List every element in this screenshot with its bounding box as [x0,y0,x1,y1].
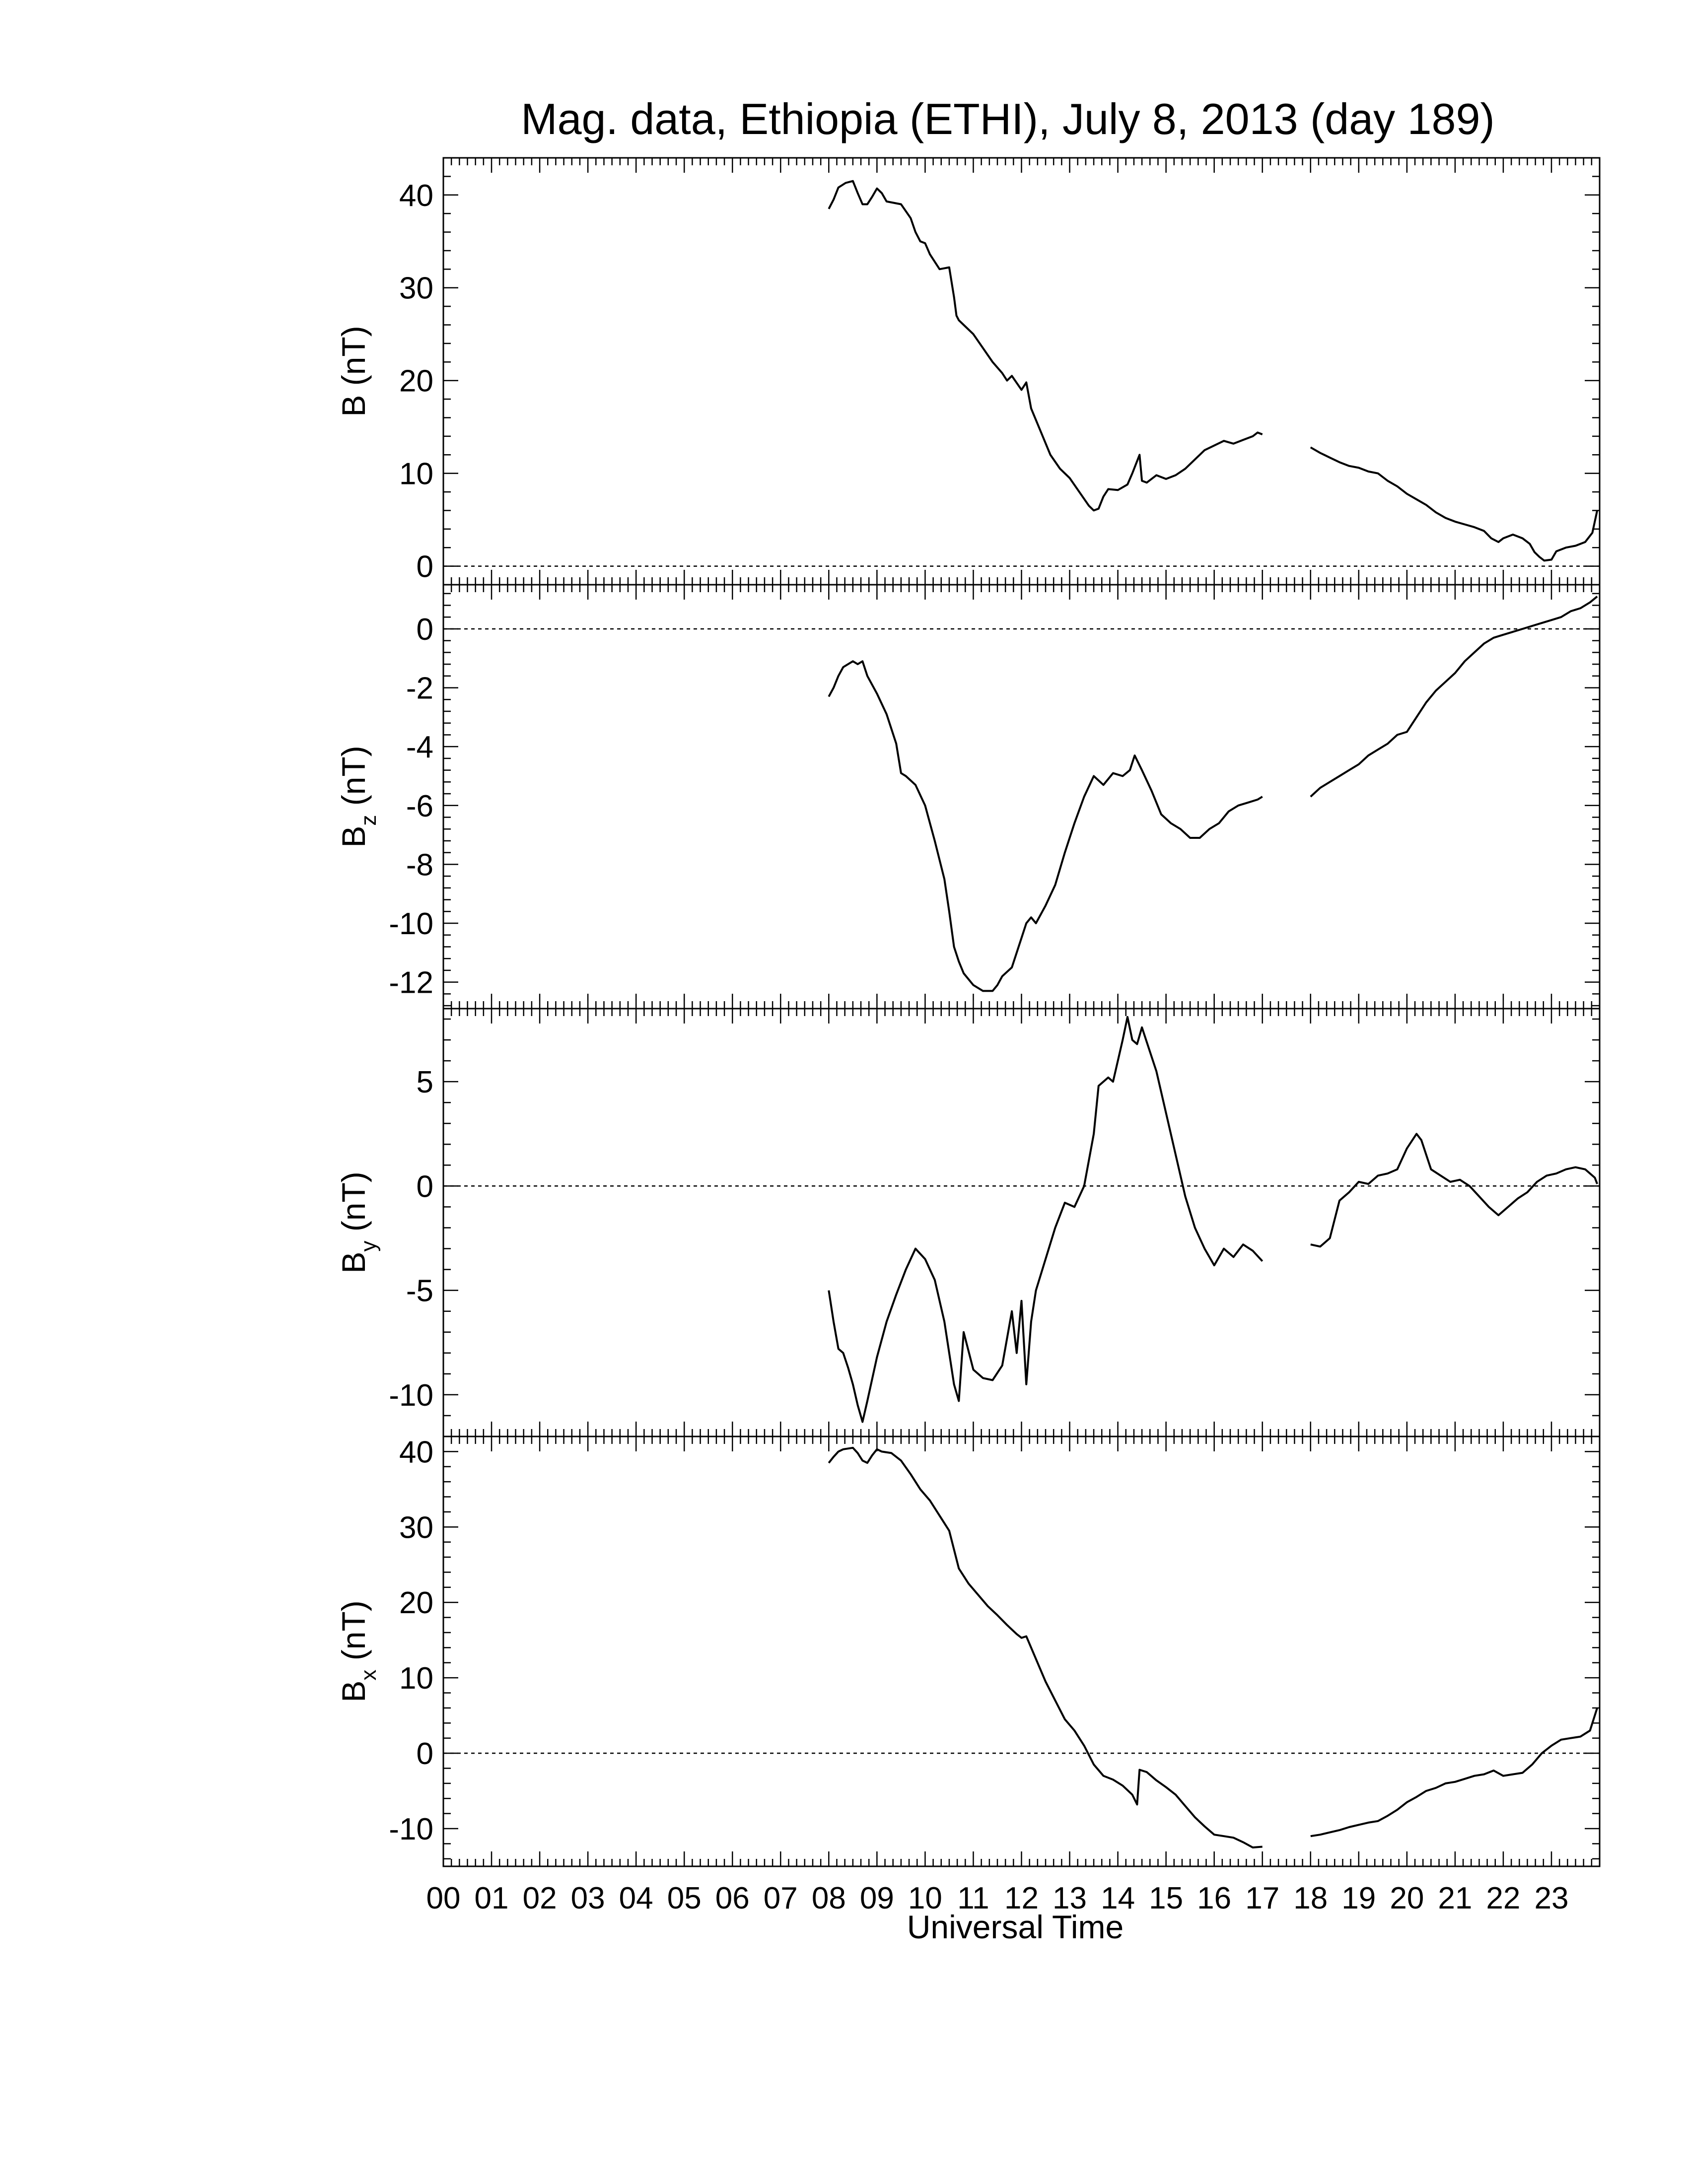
y-tick-label-B: 40 [399,179,433,213]
chart-title: Mag. data, Ethiopia (ETHI), July 8, 2013… [521,94,1494,143]
y-tick-label-Bz: 0 [417,613,433,647]
y-axis-label-main: B [335,826,372,848]
x-tick-label: 22 [1486,1881,1520,1915]
y-tick-label-Bz: -12 [389,966,433,1000]
y-tick-label-Bz: -10 [389,907,433,941]
panels: 0 10 20 30 40 B (nT) 0 -2 -4 -6 -8 -10 -12 Bz (nT) 5 0 -… [335,157,1601,1867]
y-tick-label-By: 0 [417,1169,433,1204]
y-axis-label-sub: x [356,1670,381,1681]
y-tick-label-By: 5 [417,1065,433,1099]
x-tick-label: 09 [860,1881,894,1915]
x-tick-label: 21 [1438,1881,1472,1915]
y-axis-label-unit: (nT) [335,1600,372,1669]
y-tick-label-Bx: 30 [399,1510,433,1545]
x-tick-label: 03 [571,1881,605,1915]
x-tick-label: 11 [957,1881,989,1915]
x-tick-label: 01 [475,1881,509,1915]
y-tick-label-Bz: -6 [406,789,433,823]
y-tick-label-Bx: 0 [417,1737,433,1771]
x-tick-label: 07 [764,1881,798,1915]
panel-Bx: 40 30 20 10 0 -10 Bx (nT) [335,1435,1601,1867]
series-line-Bx-1 [1310,1707,1599,1838]
y-axis-label-unit: (nT) [335,746,372,815]
y-tick-label-B: 30 [399,272,433,306]
x-tick-label: 19 [1341,1881,1376,1915]
x-tick-label: 15 [1149,1881,1183,1915]
x-tick-label: 02 [523,1881,557,1915]
y-tick-label-Bx: 40 [399,1435,433,1469]
y-axis-label-B: B (nT) [335,326,372,416]
y-axis-label-Bx: Bx (nT) [335,1600,381,1702]
series-line-B-0 [828,180,1263,512]
y-axis-label-sub: y [356,1241,381,1252]
y-tick-label-Bx: 20 [399,1586,433,1620]
series-line-Bx-0 [828,1446,1263,1848]
y-tick-label-Bz: -4 [406,730,433,764]
y-axis-label-main: B [335,1252,372,1274]
x-axis-label: Universal Time [907,1909,1124,1945]
panel-By: 5 0 -5 -10 By (nT) [335,1008,1601,1437]
x-axis: 00 01 02 03 04 05 06 07 08 09 10 11 12 13 14 15 16 17 18 19… [426,1881,1569,1915]
x-tick-label: 17 [1245,1881,1279,1915]
x-tick-label: 13 [1053,1881,1087,1915]
y-axis-label-unit: (nT) [335,1171,372,1240]
x-tick-label: 16 [1197,1881,1231,1915]
x-tick-label: 05 [667,1881,702,1915]
series-line-B-1 [1310,446,1599,562]
panel-B: 0 10 20 30 40 B (nT) [335,157,1601,586]
y-tick-label-Bx: -10 [389,1812,433,1846]
y-axis-label-Bz: Bz (nT) [335,746,381,847]
x-tick-label: 06 [715,1881,750,1915]
x-tick-label: 08 [812,1881,846,1915]
x-tick-label: 23 [1534,1881,1568,1915]
x-tick-label: 18 [1293,1881,1328,1915]
y-tick-label-Bz: -8 [406,848,433,882]
x-tick-label: 14 [1101,1881,1135,1915]
y-axis-label-sub: z [356,815,381,826]
series-line-By-1 [1310,1133,1598,1248]
panel-Bz: 0 -2 -4 -6 -8 -10 -12 Bz (nT) [335,584,1601,1010]
x-tick-label: 12 [1004,1881,1039,1915]
y-axis-label-unit: (nT) [335,326,372,395]
series-line-Bz-0 [828,660,1263,992]
series-line-Bz-1 [1310,596,1598,798]
y-tick-label-By: -10 [389,1378,433,1413]
series-line-By-0 [828,1016,1264,1423]
y-axis-label-By: By (nT) [335,1171,381,1273]
y-tick-label-Bz: -2 [406,672,433,706]
y-tick-label-B: 10 [399,457,433,491]
x-tick-label: 00 [426,1881,461,1915]
x-tick-label: 20 [1390,1881,1424,1915]
y-tick-label-Bx: 10 [399,1661,433,1696]
y-axis-label-main: B [335,395,372,417]
y-tick-label-B: 0 [417,550,433,584]
y-axis-label-main: B [335,1681,372,1703]
x-tick-label: 10 [908,1881,942,1915]
x-tick-label: 04 [619,1881,653,1915]
y-tick-label-B: 20 [399,364,433,399]
y-tick-label-By: -5 [406,1274,433,1308]
